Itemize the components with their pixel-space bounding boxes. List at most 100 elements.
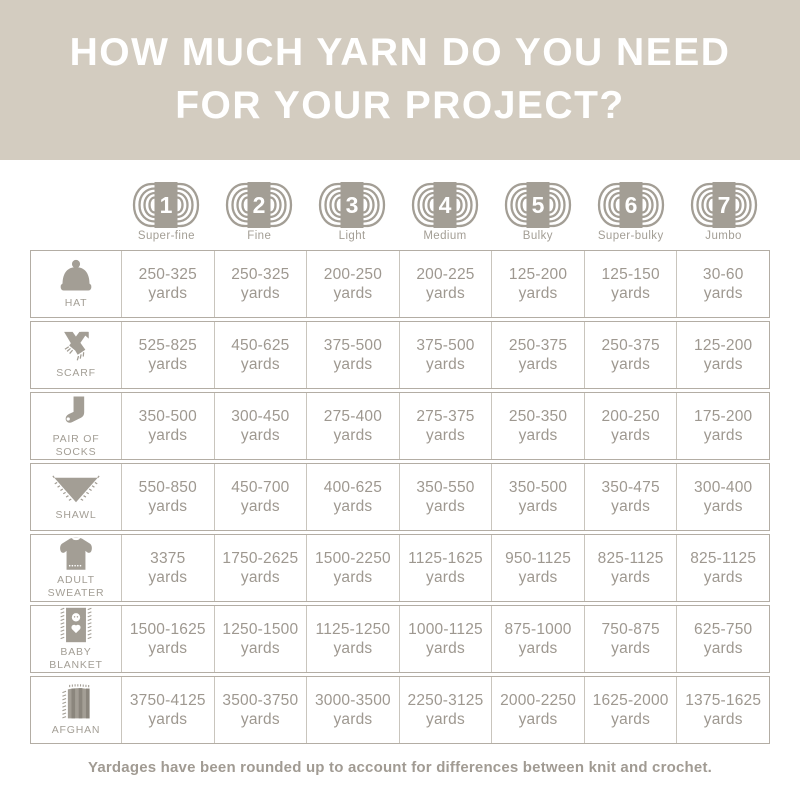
yardage-cell: 3500-3750 yards bbox=[213, 677, 307, 743]
yardage-unit: yards bbox=[611, 427, 651, 444]
yardage-unit: yards bbox=[611, 285, 651, 302]
page-title-line1: HOW MUCH YARN DO YOU NEED bbox=[69, 31, 731, 75]
yardage-range: 175-200 bbox=[694, 407, 753, 425]
yardage-unit: yards bbox=[333, 356, 373, 373]
afghan-icon bbox=[56, 683, 96, 722]
yardage-unit: yards bbox=[611, 356, 651, 373]
yardage-unit: yards bbox=[333, 498, 373, 515]
yarn-yardage-infographic: HOW MUCH YARN DO YOU NEED FOR YOUR PROJEC… bbox=[0, 0, 800, 776]
yardage-unit: yards bbox=[703, 569, 743, 586]
yarn-skein-6-icon: 6 bbox=[597, 182, 665, 228]
project-cell: BABY BLANKET bbox=[31, 606, 121, 672]
yarn-weight-column-6: 6 Super-bulky bbox=[584, 182, 677, 242]
yardage-range: 1375-1625 bbox=[685, 691, 762, 709]
yardage-range: 825-1125 bbox=[597, 549, 664, 567]
yardage-range: 3500-3750 bbox=[222, 691, 299, 709]
yardage-unit: yards bbox=[426, 498, 465, 515]
yardage-unit: yards bbox=[703, 640, 743, 657]
yardage-unit: yards bbox=[333, 427, 373, 444]
svg-text:5: 5 bbox=[531, 192, 544, 218]
project-label: ADULT SWEATER bbox=[47, 574, 105, 599]
yardage-range: 825-1125 bbox=[690, 549, 757, 567]
yardage-unit: yards bbox=[333, 640, 373, 657]
yardage-range: 625-750 bbox=[694, 620, 753, 638]
yardage-range: 1500-1625 bbox=[129, 620, 206, 638]
yardage-cell: 1000-1125 yards bbox=[398, 606, 492, 672]
yarn-skein-7-icon: 7 bbox=[690, 182, 758, 228]
yardage-unit: yards bbox=[333, 711, 373, 728]
yardage-range: 3750-4125 bbox=[129, 691, 206, 709]
yardage-cell: 350-550 yards bbox=[398, 464, 492, 530]
svg-text:4: 4 bbox=[439, 192, 452, 218]
yardage-range: 1000-1125 bbox=[408, 620, 483, 638]
yardage-cell: 450-700 yards bbox=[213, 464, 307, 530]
yardage-unit: yards bbox=[240, 711, 280, 728]
yardage-unit: yards bbox=[240, 356, 280, 373]
yardage-unit: yards bbox=[703, 711, 743, 728]
yardage-table: HAT 250-325 yards 250-325 yards 200-250 yards 2… bbox=[30, 250, 770, 744]
yarn-weight-label: Super-fine bbox=[137, 230, 195, 242]
yardage-range: 450-700 bbox=[231, 478, 290, 496]
project-label: SHAWL bbox=[55, 508, 97, 521]
yardage-range: 525-825 bbox=[138, 336, 197, 354]
yardage-cell: 250-375 yards bbox=[583, 322, 677, 388]
yardage-cell: 375-500 yards bbox=[306, 322, 399, 388]
yardage-cell: 1625-2000 yards bbox=[583, 677, 677, 743]
page-title: HOW MUCH YARN DO YOU NEED FOR YOUR PROJEC… bbox=[70, 27, 731, 132]
yardage-range: 1750-2625 bbox=[222, 549, 299, 567]
yardage-range: 1500-2250 bbox=[314, 549, 391, 567]
yardage-unit: yards bbox=[518, 356, 558, 373]
yardage-cell: 200-250 yards bbox=[306, 251, 399, 317]
yardage-cell: 3750-4125 yards bbox=[121, 677, 214, 743]
baby-blanket-icon bbox=[56, 606, 96, 644]
svg-text:2: 2 bbox=[253, 192, 266, 218]
yardage-unit: yards bbox=[426, 569, 465, 586]
yardage-unit: yards bbox=[426, 640, 465, 657]
yardage-cell: 175-200 yards bbox=[676, 393, 769, 459]
yardage-range: 1125-1250 bbox=[315, 620, 391, 638]
yardage-range: 1250-1500 bbox=[222, 620, 299, 638]
svg-text:7: 7 bbox=[717, 192, 730, 218]
yardage-unit: yards bbox=[426, 427, 465, 444]
yardage-range: 250-325 bbox=[138, 265, 197, 283]
yardage-cell: 950-1125 yards bbox=[491, 535, 584, 601]
yarn-weight-label: Bulky bbox=[522, 230, 553, 242]
svg-text:6: 6 bbox=[624, 192, 637, 218]
page-title-line2: FOR YOUR PROJECT? bbox=[175, 84, 625, 127]
yarn-weight-column-5: 5 Bulky bbox=[491, 182, 584, 242]
yardage-range: 750-875 bbox=[601, 620, 660, 638]
yardage-range: 30-60 bbox=[702, 265, 744, 283]
svg-text:1: 1 bbox=[160, 192, 173, 218]
yarn-weight-column-4: 4 Medium bbox=[399, 182, 492, 242]
yardage-unit: yards bbox=[426, 356, 465, 373]
table-row-shawl: SHAWL 550-850 yards 450-700 yards 400-625 yard… bbox=[30, 463, 770, 531]
yardage-cell: 2250-3125 yards bbox=[398, 677, 492, 743]
sock-icon bbox=[58, 393, 94, 431]
yarn-weight-column-2: 2 Fine bbox=[213, 182, 306, 242]
project-cell: HAT bbox=[31, 251, 121, 317]
yardage-cell: 1125-1250 yards bbox=[306, 606, 399, 672]
yarn-skein-5-icon: 5 bbox=[504, 182, 572, 228]
yardage-unit: yards bbox=[518, 285, 558, 302]
yardage-cell: 3375 yards bbox=[121, 535, 214, 601]
yardage-range: 200-250 bbox=[323, 265, 383, 283]
yardage-range: 3000-3500 bbox=[314, 691, 391, 709]
yardage-unit: yards bbox=[518, 640, 558, 657]
yardage-unit: yards bbox=[703, 498, 743, 515]
yarn-weight-label: Jumbo bbox=[705, 230, 742, 242]
yardage-unit: yards bbox=[703, 356, 743, 373]
table-row-pair-of-socks: PAIR OF SOCKS 350-500 yards 300-450 yards 275… bbox=[30, 392, 770, 460]
yardage-range: 250-350 bbox=[508, 407, 568, 425]
yardage-unit: yards bbox=[518, 569, 558, 586]
yardage-unit: yards bbox=[240, 427, 280, 444]
project-cell: AFGHAN bbox=[31, 677, 121, 743]
yardage-range: 250-325 bbox=[231, 265, 290, 283]
yardage-cell: 1750-2625 yards bbox=[213, 535, 307, 601]
yardage-cell: 250-350 yards bbox=[491, 393, 584, 459]
yarn-weight-column-7: 7 Jumbo bbox=[677, 182, 770, 242]
yarn-weight-label: Light bbox=[338, 230, 366, 242]
yardage-range: 125-200 bbox=[694, 336, 753, 354]
yardage-unit: yards bbox=[611, 711, 651, 728]
yardage-range: 275-400 bbox=[323, 407, 383, 425]
yarn-weight-header-row: 1 Super-fine 2 Fine 3 Light bbox=[120, 182, 770, 242]
